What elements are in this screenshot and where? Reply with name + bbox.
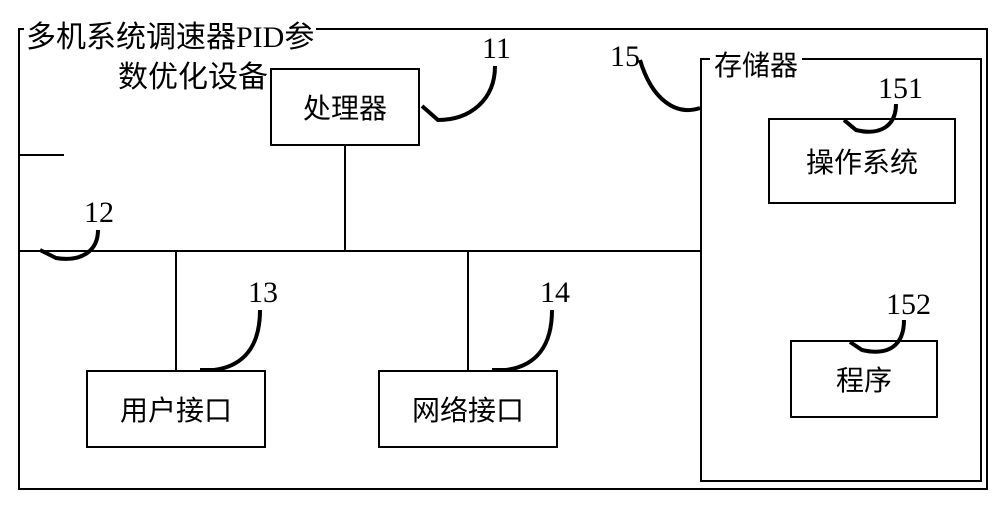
lead-152	[0, 0, 1000, 508]
